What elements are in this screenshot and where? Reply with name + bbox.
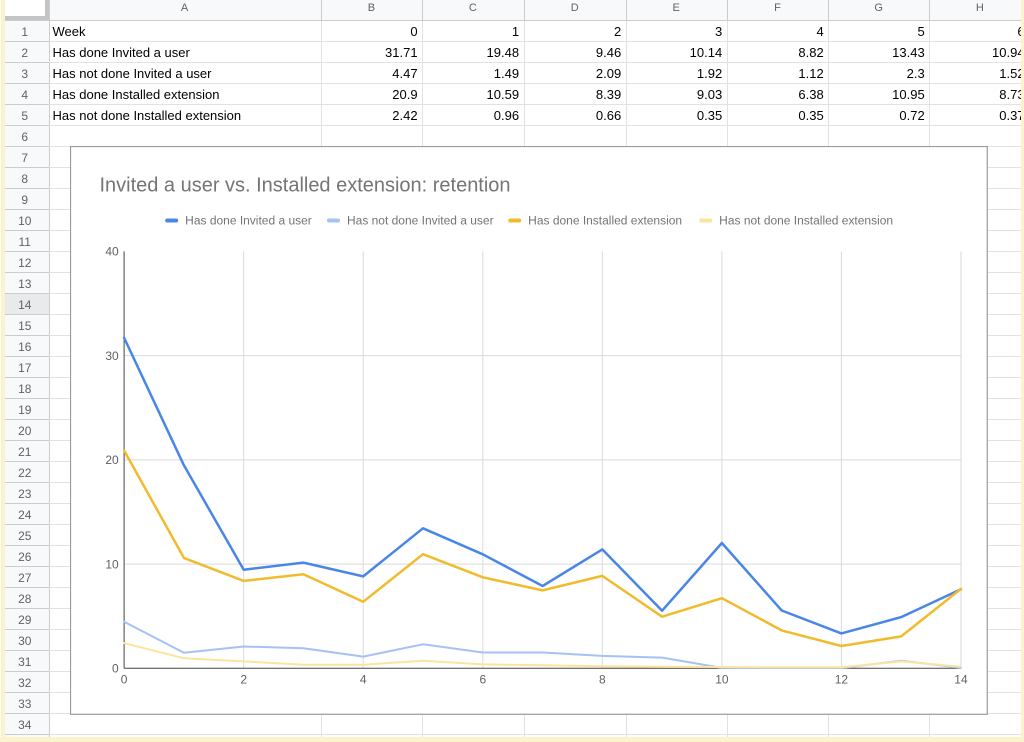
svg-text:Has not done Invited a user: Has not done Invited a user xyxy=(347,214,494,228)
svg-text:8: 8 xyxy=(599,673,606,687)
svg-text:10: 10 xyxy=(105,557,119,571)
svg-text:0: 0 xyxy=(121,673,128,687)
svg-text:6: 6 xyxy=(479,673,486,687)
svg-text:10: 10 xyxy=(715,673,729,687)
svg-text:Has not done Installed extensi: Has not done Installed extension xyxy=(719,214,893,228)
svg-text:30: 30 xyxy=(105,349,119,363)
svg-text:2: 2 xyxy=(240,673,247,687)
svg-text:0: 0 xyxy=(112,662,119,676)
svg-text:Invited a user vs. Installed e: Invited a user vs. Installed extension: … xyxy=(99,174,510,196)
svg-text:Has done Installed extension: Has done Installed extension xyxy=(528,214,682,228)
svg-text:4: 4 xyxy=(360,673,367,687)
svg-text:20: 20 xyxy=(105,453,119,467)
svg-text:14: 14 xyxy=(954,673,968,687)
svg-text:12: 12 xyxy=(835,673,849,687)
svg-text:Has done Invited a user: Has done Invited a user xyxy=(185,214,312,228)
svg-text:40: 40 xyxy=(105,245,119,259)
